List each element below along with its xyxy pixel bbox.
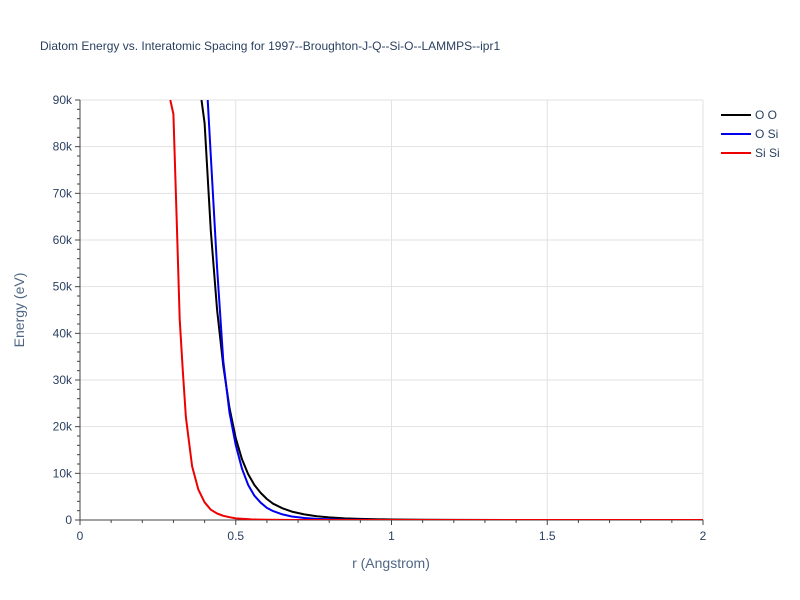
legend-label: Si Si <box>755 146 780 160</box>
legend-label: O O <box>755 108 777 122</box>
y-tick-label: 0 <box>65 513 72 527</box>
legend-item-o-o[interactable]: O O <box>721 108 777 122</box>
y-tick-label: 60k <box>53 233 73 247</box>
y-tick-label: 10k <box>53 466 73 480</box>
legend-item-si-si[interactable]: Si Si <box>721 146 780 160</box>
series-line-si-si <box>169 100 703 520</box>
legend-item-o-si[interactable]: O Si <box>721 127 778 141</box>
x-tick-label: 0 <box>77 529 84 543</box>
y-tick-label: 30k <box>53 373 73 387</box>
y-tick-label: 80k <box>53 140 73 154</box>
x-tick-label: 2 <box>700 529 707 543</box>
y-tick-label: 90k <box>53 93 73 107</box>
y-axis-title: Energy (eV) <box>11 273 27 348</box>
chart-title: Diatom Energy vs. Interatomic Spacing fo… <box>40 39 500 53</box>
y-tick-label: 70k <box>53 186 73 200</box>
series-line-o-si <box>206 100 703 520</box>
plot-lines <box>169 100 703 520</box>
y-tick-label: 40k <box>53 326 73 340</box>
legend-label: O Si <box>755 127 778 141</box>
x-tick-label: 0.5 <box>227 529 244 543</box>
y-tick-label: 20k <box>53 420 73 434</box>
legend[interactable]: O O O Si Si Si <box>721 108 780 160</box>
x-axis-title: r (Angstrom) <box>352 555 430 571</box>
x-tick-label: 1 <box>388 529 395 543</box>
x-tick-label: 1.5 <box>539 529 556 543</box>
y-tick-label: 50k <box>53 280 73 294</box>
